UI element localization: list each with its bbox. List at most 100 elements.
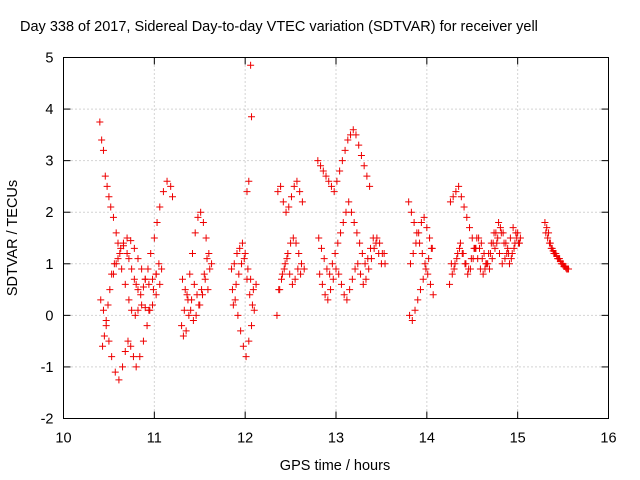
data-point — [541, 219, 549, 227]
data-point — [448, 270, 456, 278]
x-tick-label: 14 — [419, 431, 435, 447]
data-point — [352, 131, 360, 139]
data-point — [376, 239, 384, 247]
data-point — [423, 224, 431, 232]
data-point — [461, 260, 469, 268]
data-point — [513, 234, 521, 242]
data-point — [228, 265, 236, 273]
data-point — [119, 363, 127, 371]
data-point — [136, 353, 144, 361]
data-point — [127, 342, 135, 350]
data-point — [321, 291, 329, 299]
data-point — [116, 249, 124, 257]
data-point — [381, 260, 389, 268]
data-point — [206, 265, 214, 273]
data-point — [424, 270, 432, 278]
data-point — [149, 286, 157, 294]
data-point — [192, 311, 200, 319]
data-point — [279, 198, 287, 206]
data-point — [244, 265, 252, 273]
data-point — [490, 229, 498, 237]
y-tick-label: 2 — [45, 205, 53, 221]
data-point — [205, 249, 213, 257]
plot-frame — [63, 57, 609, 419]
data-point — [562, 264, 570, 272]
data-point — [495, 219, 503, 227]
x-tick-label: 12 — [237, 431, 253, 447]
data-point — [204, 286, 212, 294]
data-point — [457, 193, 465, 201]
data-point — [410, 219, 418, 227]
data-point — [486, 265, 494, 273]
data-point — [463, 213, 471, 221]
data-point — [446, 280, 454, 288]
data-point — [336, 167, 344, 175]
data-point — [347, 208, 355, 216]
data-point — [201, 275, 209, 283]
data-point — [360, 162, 368, 170]
data-point — [291, 275, 299, 283]
data-point — [243, 275, 251, 283]
data-point — [238, 260, 246, 268]
data-point — [249, 286, 257, 294]
data-point — [412, 239, 420, 247]
data-point — [185, 311, 193, 319]
data-point — [334, 239, 342, 247]
data-point — [141, 275, 149, 283]
data-point — [159, 188, 167, 196]
data-point — [415, 229, 423, 237]
data-point — [295, 249, 303, 257]
data-point — [99, 306, 107, 314]
data-point — [466, 265, 474, 273]
data-point — [118, 265, 126, 273]
data-point — [475, 234, 483, 242]
x-tick-label: 15 — [510, 431, 526, 447]
data-point — [130, 244, 138, 252]
data-point — [332, 265, 340, 273]
data-point — [156, 203, 164, 211]
data-point — [282, 208, 290, 216]
data-point — [488, 255, 496, 263]
data-point — [297, 260, 305, 268]
data-point — [243, 188, 251, 196]
data-point — [340, 291, 348, 299]
data-point — [494, 234, 502, 242]
data-point — [97, 296, 105, 304]
data-point — [232, 280, 240, 288]
data-point — [319, 167, 327, 175]
data-point — [544, 234, 552, 242]
data-point — [149, 275, 157, 283]
data-point — [139, 283, 147, 291]
data-point — [112, 229, 120, 237]
data-point — [316, 270, 324, 278]
data-point — [426, 280, 434, 288]
data-point — [104, 301, 112, 309]
data-point — [515, 239, 523, 247]
data-point — [315, 234, 323, 242]
data-point — [505, 249, 513, 257]
data-point — [292, 239, 300, 247]
data-point — [131, 311, 139, 319]
x-tick-label: 11 — [147, 431, 162, 447]
data-point — [502, 239, 510, 247]
data-point — [145, 280, 153, 288]
data-point — [452, 188, 460, 196]
data-point — [466, 224, 474, 232]
data-point — [229, 301, 237, 309]
data-point — [200, 270, 208, 278]
data-point — [464, 270, 472, 278]
data-point — [280, 265, 288, 273]
data-point — [333, 177, 341, 185]
data-point — [419, 275, 427, 283]
data-point — [190, 280, 198, 288]
data-point — [411, 306, 419, 314]
data-point — [499, 229, 507, 237]
data-point — [239, 342, 247, 350]
data-point — [98, 136, 106, 144]
data-point — [370, 244, 378, 252]
data-point — [421, 260, 429, 268]
data-point — [357, 270, 365, 278]
data-point — [230, 260, 238, 268]
data-point — [128, 265, 136, 273]
data-point — [101, 172, 109, 180]
